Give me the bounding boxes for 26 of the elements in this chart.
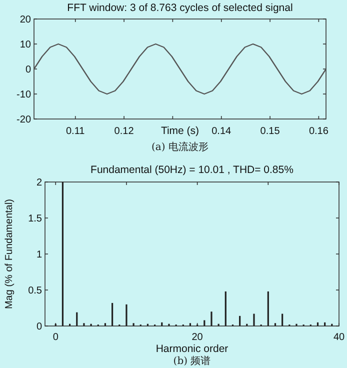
x-tick-label: 0.15 bbox=[260, 126, 280, 137]
y-tick-label: 0.5 bbox=[28, 286, 42, 296]
line-series bbox=[33, 43, 327, 95]
chart-title: Fundamental (50Hz) = 10.01 , THD= 0.85% bbox=[90, 164, 294, 176]
x-tick-label: 0.12 bbox=[114, 126, 134, 137]
y-tick-label: 2 bbox=[36, 178, 42, 188]
x-tick-label: 0 bbox=[52, 332, 59, 343]
y-axis-title: Mag (% of Fundamental) bbox=[4, 198, 15, 310]
y-tick-label: -10 bbox=[16, 90, 32, 100]
text: (a) 电流波形 bbox=[152, 141, 208, 153]
y-tick-label: 10 bbox=[20, 40, 32, 50]
y-tick-label: 0 bbox=[36, 322, 42, 332]
chart-title: FFT window: 3 of 8.763 cycles of selected signal bbox=[67, 2, 293, 14]
x-tick-label: 0.11 bbox=[66, 126, 86, 137]
x-axis-title: Harmonic order bbox=[156, 343, 229, 355]
text: (b) 频谱 bbox=[173, 355, 211, 367]
x-tick-label: 20 bbox=[192, 332, 204, 343]
y-tick-label: -20 bbox=[16, 114, 32, 126]
y-tick-label: 1 bbox=[36, 250, 42, 260]
x-axis-title: Time (s) bbox=[160, 125, 200, 137]
x-tick-label: 40 bbox=[333, 332, 345, 343]
y-tick-label: 20 bbox=[20, 14, 32, 26]
x-tick-label: 0.14 bbox=[212, 126, 232, 137]
y-tick-label: 0 bbox=[25, 64, 32, 76]
y-tick-label: 1.5 bbox=[28, 214, 42, 224]
x-tick-label: 0.16 bbox=[308, 126, 329, 137]
